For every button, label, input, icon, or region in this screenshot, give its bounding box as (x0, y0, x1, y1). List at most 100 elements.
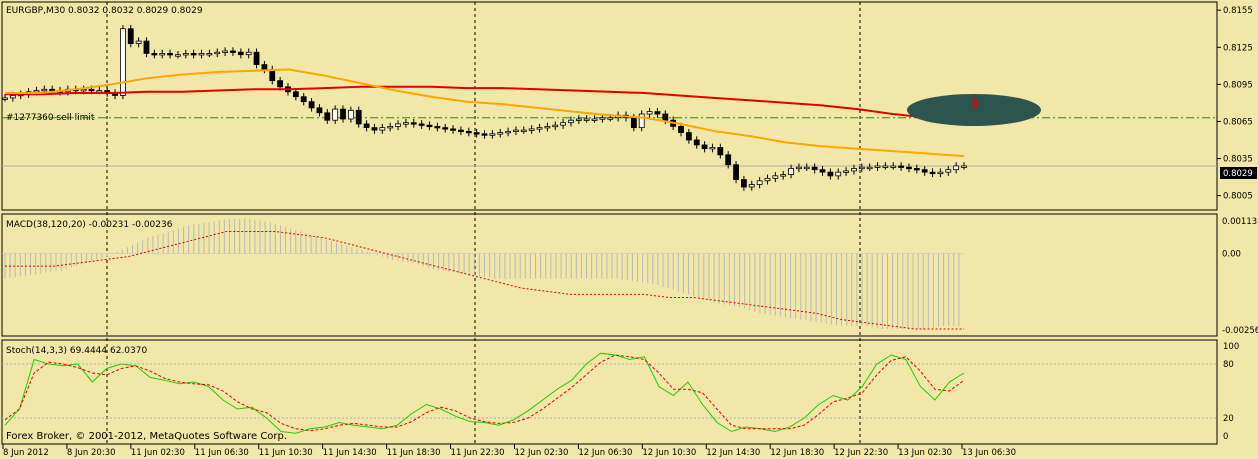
candle-body (206, 53, 213, 56)
stoch-signal-line (4, 354, 965, 432)
x-tick-label: 11 Jun 02:30 (131, 448, 185, 458)
candle-body (190, 53, 197, 56)
candle-body (835, 171, 842, 177)
candle-body (489, 133, 496, 136)
candle-body (371, 127, 378, 131)
x-axis-labels: 8 Jun 2012 8 Jun 20:30 11 Jun 02:30 11 Jun … (2, 444, 1016, 458)
candle-body (222, 50, 228, 53)
candle-body (120, 28, 126, 96)
candle-body (230, 50, 236, 53)
price-tick-label: 0.8155 (1223, 6, 1253, 16)
candle-body (701, 144, 708, 150)
x-tick-label: 11 Jun 10:30 (259, 448, 313, 458)
candle-body (473, 132, 480, 135)
candle-body (843, 170, 849, 173)
candle-body (544, 126, 551, 129)
candle-body (560, 122, 567, 126)
candle-body (402, 122, 409, 125)
candle-body (450, 128, 456, 131)
candle-body (764, 177, 771, 182)
candle-body (709, 147, 716, 150)
candle-body (387, 126, 394, 129)
x-tick-label: 12 Jun 14:30 (706, 448, 760, 458)
macd-tick-label: 0.00 (1222, 250, 1241, 260)
candle-body (788, 168, 794, 176)
stoch-tick-label: 100 (1223, 342, 1239, 352)
candle-body (654, 111, 661, 115)
candle-body (379, 127, 386, 131)
candle-body (929, 171, 936, 175)
price-series (2, 25, 967, 191)
x-tick-label: 12 Jun 06:30 (578, 448, 632, 458)
price-alert-marker[interactable]: 8 (907, 94, 1041, 126)
y-axis-labels: 0.8155 0.8125 0.8095 0.8065 0.8035 0.8005 0.00… (1217, 6, 1258, 442)
candle-body (945, 169, 952, 173)
candle-body (906, 166, 912, 170)
x-tick-label: 12 Jun 02:30 (514, 448, 568, 458)
candle-body (961, 165, 967, 168)
price-tick-label: 0.8065 (1223, 117, 1253, 127)
candle-body (182, 53, 189, 56)
candle-body (175, 54, 181, 57)
x-tick-label: 12 Jun 18:30 (770, 448, 824, 458)
symbol-label: EURGBP,M30 0.8032 0.8032 0.8029 0.8029 (6, 6, 203, 16)
x-tick-label: 12 Jun 22:30 (834, 448, 888, 458)
candle-body (937, 171, 944, 175)
candle-body (858, 166, 865, 170)
candle-body (827, 171, 834, 177)
candle-body (355, 109, 362, 125)
candle-body (292, 91, 299, 98)
ma-fast-line (5, 68, 965, 158)
candle-body (347, 109, 354, 120)
candle-body (583, 118, 590, 121)
stoch-tick-label: 20 (1223, 414, 1234, 424)
candle-body (796, 166, 802, 170)
candle-body (277, 80, 284, 88)
stoch-tick-label: 80 (1223, 360, 1234, 370)
candle-body (575, 118, 582, 121)
candle-body (803, 166, 810, 170)
candle-body (308, 101, 315, 109)
candle-body (772, 175, 779, 179)
candle-body (198, 53, 205, 56)
candle-body (552, 124, 559, 128)
candle-body (434, 126, 441, 129)
x-tick-label: 12 Jun 10:30 (642, 448, 696, 458)
candle-body (2, 97, 8, 100)
candle-body (811, 166, 818, 171)
x-tick-label: 11 Jun 22:30 (451, 448, 505, 458)
candle-body (49, 88, 56, 92)
price-tick-label: 0.8005 (1223, 192, 1253, 202)
candle-body (851, 168, 857, 172)
macd-series (4, 218, 964, 330)
x-tick-label: 11 Jun 06:30 (195, 448, 249, 458)
candle-body (819, 169, 826, 173)
candle-body (410, 122, 417, 125)
candle-body (536, 127, 543, 130)
candle-body (630, 117, 637, 129)
candle-body (245, 51, 252, 56)
candle-body (481, 133, 488, 136)
candle-body (741, 179, 747, 188)
candle-body (332, 108, 339, 121)
candle-body (599, 117, 606, 120)
candle-body (953, 165, 960, 171)
stoch-label: Stoch(14,3,3) 69.4444 62.0370 (6, 346, 147, 356)
macd-tick-label: -0.00256 (1222, 326, 1258, 336)
candle-body (151, 53, 158, 56)
candle-body (607, 117, 614, 120)
candle-body (237, 51, 244, 56)
candle-body (324, 112, 331, 121)
candle-body (638, 113, 645, 129)
candle-body (497, 132, 504, 135)
candle-body (261, 64, 268, 70)
x-tick-label: 13 Jun 02:30 (898, 448, 952, 458)
candle-body (866, 166, 873, 170)
stoch-series (4, 352, 965, 434)
candle-body (127, 28, 134, 44)
candle-body (693, 139, 700, 146)
candle-body (159, 53, 166, 56)
candle-body (505, 130, 511, 134)
candle-body (780, 174, 787, 177)
candle-body (528, 128, 535, 131)
